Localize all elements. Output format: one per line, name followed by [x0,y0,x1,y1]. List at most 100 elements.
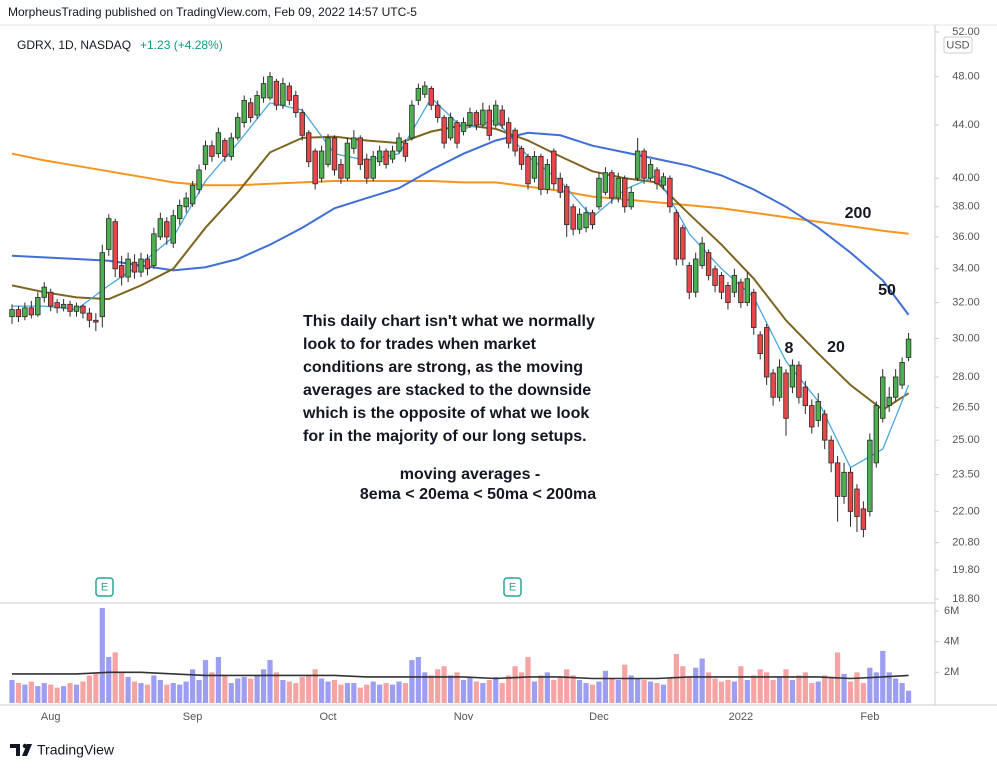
candle-body [680,227,686,260]
volume-bar [854,672,860,703]
x-tick-label: Oct [319,711,336,723]
volume-bar [190,669,196,703]
candle [880,369,886,423]
candle-body [299,112,305,136]
volume-bar [377,684,383,703]
candle-body [125,258,131,278]
x-tick-label: Sep [183,711,203,723]
candle [402,139,409,162]
volume-bar [48,684,54,703]
volume-bar [712,678,718,703]
candle-body [744,278,750,303]
earnings-marker[interactable]: E [95,577,114,597]
volume-bar [531,681,538,703]
volume-bar [596,681,602,703]
y-tick-label: 44.00 [952,119,980,131]
y-tick-label: 26.50 [952,402,980,414]
candle-body [170,215,176,244]
candle [15,306,22,323]
candle-body [118,265,125,278]
currency-box[interactable] [943,36,973,54]
candle [67,300,73,317]
candle [628,186,634,210]
candle [93,313,99,332]
volume-bar [480,683,486,703]
candle [196,164,202,194]
candle-body [383,150,389,165]
candle [383,148,389,169]
candle [280,77,286,109]
volume-bar [460,680,467,703]
volume-bar [544,672,550,703]
candle-body [325,137,331,165]
candle [299,108,305,141]
candle [318,145,325,183]
candle [273,78,280,111]
volume-bar [267,660,273,703]
candle [654,167,660,190]
volume-bar [564,669,570,703]
y-tick-label: 48.00 [952,71,980,83]
candle [454,120,460,149]
candle [693,252,699,298]
candle [144,254,151,276]
volume-bar [402,683,409,703]
volume-bar [622,664,628,703]
volume-bar [828,676,834,703]
volume-bar [641,680,647,703]
volume-bar [467,676,473,703]
candle-body [738,281,744,303]
ma-label: 8 [785,340,794,357]
candle-body [247,102,254,118]
volume-bar [441,666,447,703]
tradingview-logo [10,743,32,756]
candle-body [531,155,538,179]
candle [73,302,80,317]
candle-body [28,307,35,316]
volume-bar [673,653,679,703]
candle-body [564,186,570,226]
moving-average-line [11,131,910,316]
volume-bar [415,657,421,703]
candle [602,167,609,196]
x-tick-label: Aug [41,711,61,723]
candle [106,214,112,256]
candle-body [176,204,183,220]
candle-body [254,95,260,116]
candle-body [905,338,912,358]
x-tick-label: Feb [860,711,879,723]
volume-bar [273,672,280,703]
candle-body [731,274,738,293]
candle [286,82,293,106]
candle [763,323,770,386]
candle [157,212,164,241]
candle [99,244,105,328]
earnings-marker[interactable]: E [503,577,522,597]
volume-bar [428,675,434,703]
candle [35,292,41,317]
volume-bar [222,675,228,703]
volume-bar [577,680,583,703]
volume-bar [499,683,505,703]
volume-bar [202,660,209,703]
candle-body [402,142,409,157]
candle-body [106,218,112,250]
candle [576,208,583,234]
candle [370,151,376,182]
volume-bar [512,666,518,703]
candle-body [589,212,596,226]
candle [415,83,422,106]
candle-body [518,147,525,165]
y-tick-label: 34.00 [952,263,980,275]
candle-body [886,396,892,406]
candle [260,76,267,103]
candle [680,224,686,266]
volume-bar [99,607,105,703]
y-tick-label: 23.50 [952,469,980,481]
candle [247,97,254,123]
earnings-label: E [509,581,516,593]
volume-bar [809,683,815,703]
candle-body [512,129,518,152]
volume-bar [170,683,176,703]
volume-bar [473,681,479,703]
